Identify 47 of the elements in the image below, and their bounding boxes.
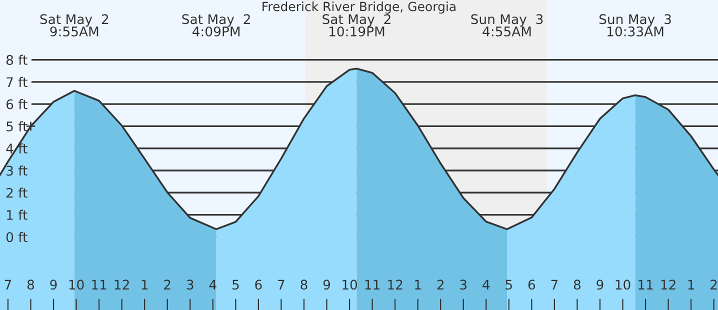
y-tick-label: 3 ft [6,165,28,176]
x-tick-label: 9 [50,280,57,290]
annotation: Sun May 3 10:33AM [599,14,671,36]
x-tick-label: 11 [92,280,106,290]
y-tick-label: 5 ft [6,121,28,132]
annotation: Sun May 3 4:55AM [471,14,543,36]
x-tick-label: 8 [27,280,34,290]
x-tick-label: 6 [528,280,536,290]
x-tick-label: 8 [300,280,308,290]
y-tick-label: 6 ft [6,99,28,110]
x-tick-label: 6 [255,280,262,290]
x-tick-label: 2 [437,280,444,290]
y-tick-label: 7 ft [6,76,28,87]
x-tick-label: 3 [186,280,194,290]
x-tick-label: 5 [506,280,512,290]
y-tick-label: 2 ft [6,188,28,198]
x-tick-label: 1 [688,280,694,290]
y-tick-label: 1 ft [7,210,28,220]
x-tick-label: 8 [574,280,581,290]
x-tick-label: 7 [551,280,558,290]
y-tick-label: 4 ft [6,143,28,154]
annotation: Sat May 2 9:55AM [40,14,108,36]
x-tick-label: 1 [142,280,148,290]
x-tick-label: 12 [661,280,676,290]
x-tick-label: 1 [415,280,421,290]
x-tick-label: 9 [323,280,330,290]
x-tick-label: 3 [460,280,466,290]
x-tick-label: 4 [482,280,490,290]
x-tick-label: 2 [710,280,717,290]
x-tick-label: 12 [114,280,129,290]
x-tick-label: 11 [638,280,653,290]
x-tick-label: 10 [616,280,630,290]
x-tick-label: 5 [232,280,239,290]
annotation: Sat May 2 4:09PM [182,14,250,36]
x-tick-label: 7 [278,280,284,290]
chart-title: Frederick River Bridge, Georgia [262,2,456,14]
x-tick-label: 12 [388,280,402,290]
x-tick-label: 4 [209,280,216,290]
y-tick-label: 0 ft [6,232,28,242]
x-tick-label: 10 [69,280,84,290]
x-tick-label: 7 [4,280,12,290]
y-tick-label: 8 ft [6,54,28,65]
x-tick-label: 11 [365,280,380,290]
x-tick-label: 2 [164,280,170,290]
x-tick-label: 9 [596,280,604,290]
annotation: Sat May 2 10:19PM [322,14,390,36]
x-tick-label: 10 [342,280,358,290]
